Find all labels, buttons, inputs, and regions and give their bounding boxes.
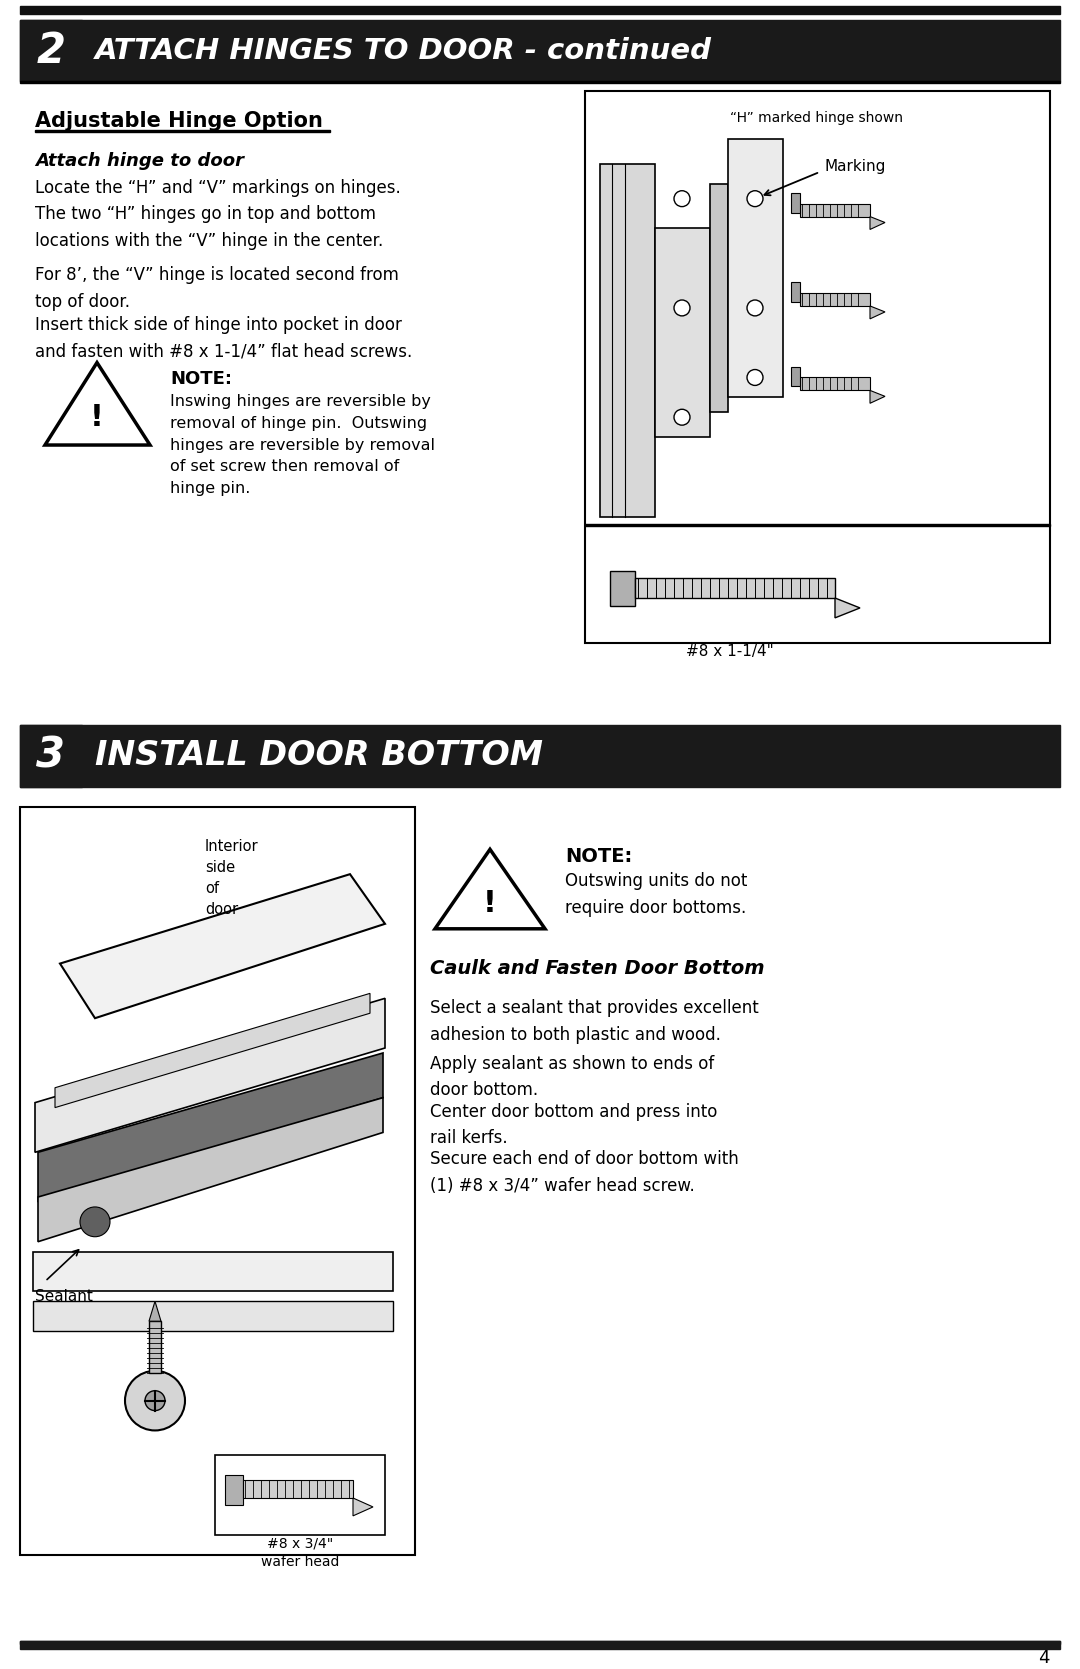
Text: 4: 4	[1039, 1649, 1050, 1667]
Bar	[728, 139, 783, 397]
Polygon shape	[870, 305, 885, 319]
Text: NOTE:: NOTE:	[565, 848, 632, 866]
Text: 2: 2	[37, 30, 66, 72]
Circle shape	[125, 1370, 185, 1430]
Text: “H” marked hinge shown: “H” marked hinge shown	[730, 112, 904, 125]
Circle shape	[747, 300, 762, 315]
Bar	[585, 524, 1050, 526]
Polygon shape	[149, 1302, 161, 1322]
Text: 3: 3	[37, 734, 66, 778]
Bar	[149, 1322, 161, 1374]
Circle shape	[747, 369, 762, 386]
Circle shape	[674, 409, 690, 426]
Text: NOTE:: NOTE:	[170, 369, 232, 387]
Bar	[21, 724, 1059, 786]
Bar	[791, 282, 800, 302]
Polygon shape	[353, 1499, 373, 1515]
Polygon shape	[55, 993, 370, 1108]
Bar	[600, 164, 654, 516]
Bar	[33, 1302, 393, 1332]
Bar	[21, 1641, 1059, 1644]
Text: Select a sealant that provides excellent
adhesion to both plastic and wood.: Select a sealant that provides excellent…	[430, 1000, 759, 1043]
Bar	[800, 204, 870, 217]
Text: Locate the “H” and “V” markings on hinges.
The two “H” hinges go in top and bott: Locate the “H” and “V” markings on hinge…	[35, 179, 401, 250]
Bar	[654, 229, 710, 437]
Text: For 8’, the “V” hinge is located second from
top of door.: For 8’, the “V” hinge is located second …	[35, 267, 399, 310]
Bar	[635, 577, 835, 598]
Text: Outswing units do not
require door bottoms.: Outswing units do not require door botto…	[565, 873, 747, 916]
Polygon shape	[870, 391, 885, 404]
Text: Caulk and Fasten Door Bottom: Caulk and Fasten Door Bottom	[430, 958, 765, 978]
Text: INSTALL DOOR BOTTOM: INSTALL DOOR BOTTOM	[95, 739, 543, 773]
Bar	[21, 20, 1059, 82]
Polygon shape	[38, 1053, 383, 1202]
Bar	[243, 1480, 353, 1499]
Text: Insert thick side of hinge into pocket in door
and fasten with #8 x 1-1/4” flat : Insert thick side of hinge into pocket i…	[35, 315, 413, 361]
Text: !: !	[483, 890, 497, 918]
Text: Inswing hinges are reversible by
removal of hinge pin.  Outswing
hinges are reve: Inswing hinges are reversible by removal…	[170, 394, 435, 496]
Bar	[35, 130, 330, 132]
Text: Marking: Marking	[825, 159, 887, 174]
Circle shape	[674, 190, 690, 207]
Bar	[21, 806, 415, 1554]
Text: Attach hinge to door: Attach hinge to door	[35, 152, 244, 170]
Text: #8 x 1-1/4": #8 x 1-1/4"	[686, 644, 774, 659]
Text: #8 x 3/4"
wafer head: #8 x 3/4" wafer head	[260, 1537, 339, 1569]
Bar	[21, 82, 1059, 83]
Bar	[791, 367, 800, 387]
Bar	[33, 1252, 393, 1292]
Text: Apply sealant as shown to ends of
door bottom.: Apply sealant as shown to ends of door b…	[430, 1055, 714, 1100]
Bar	[215, 1455, 384, 1535]
Text: Center door bottom and press into
rail kerfs.: Center door bottom and press into rail k…	[430, 1103, 717, 1147]
Text: Secure each end of door bottom with
(1) #8 x 3/4” wafer head screw.: Secure each end of door bottom with (1) …	[430, 1150, 739, 1195]
Circle shape	[674, 300, 690, 315]
Polygon shape	[870, 217, 885, 229]
Polygon shape	[60, 875, 384, 1018]
Circle shape	[145, 1390, 165, 1410]
Polygon shape	[35, 998, 384, 1152]
Bar	[791, 192, 800, 212]
Text: Sealant: Sealant	[35, 1290, 93, 1305]
Text: !: !	[90, 402, 104, 432]
Bar	[610, 571, 635, 606]
Bar	[585, 92, 1050, 643]
Text: Adjustable Hinge Option: Adjustable Hinge Option	[35, 112, 323, 132]
Bar	[21, 724, 82, 786]
Bar	[21, 7, 1059, 13]
Bar	[710, 184, 728, 412]
Text: Interior
side
of
door: Interior side of door	[205, 840, 258, 918]
Bar	[800, 294, 870, 305]
Circle shape	[80, 1207, 110, 1237]
Polygon shape	[835, 598, 860, 618]
Text: ATTACH HINGES TO DOOR - continued: ATTACH HINGES TO DOOR - continued	[95, 37, 712, 65]
Bar	[225, 1475, 243, 1505]
Polygon shape	[38, 1098, 383, 1242]
Bar	[21, 20, 82, 82]
Circle shape	[747, 190, 762, 207]
Bar	[800, 377, 870, 391]
Bar	[21, 1641, 1059, 1649]
